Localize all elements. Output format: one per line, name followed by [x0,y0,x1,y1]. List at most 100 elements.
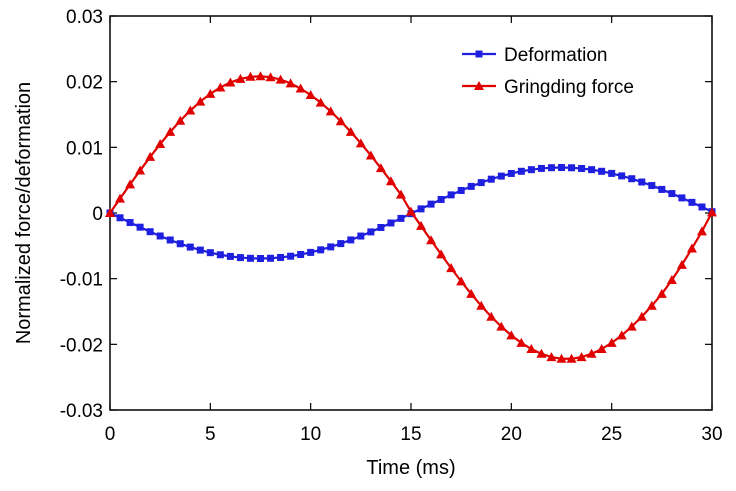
data-point-triangle [215,82,226,92]
data-point-square [307,248,315,256]
data-point-square [236,254,244,262]
data-point-triangle [175,115,186,125]
y-tick-label: -0.02 [60,335,103,356]
data-point-triangle [155,139,166,149]
data-point-triangle [385,176,396,186]
data-point-square [126,219,134,227]
data-point-triangle [255,71,266,81]
data-point-triangle [355,138,366,148]
data-point-square [377,224,385,232]
data-point-triangle [426,235,437,245]
data-point-triangle [707,207,717,217]
data-point-triangle [395,189,406,199]
data-point-triangle [115,193,126,203]
data-point-square [698,203,706,211]
data-point-square [475,50,483,58]
data-point-square [246,254,254,262]
data-point-triangle [416,220,427,230]
y-tick-label: -0.01 [60,270,103,291]
data-point-triangle [335,116,346,126]
data-point-square [347,236,355,244]
data-point-square [257,255,264,263]
data-point-square [317,246,325,254]
y-axis-title: Normalized force/deformation [13,82,35,344]
data-point-square [467,182,475,190]
data-point-triangle [646,300,657,310]
data-point-square [146,228,154,236]
data-point-square [497,172,505,180]
data-point-triangle [295,83,306,93]
data-point-triangle [486,311,497,321]
x-tick-label: 0 [105,424,116,445]
data-point-triangle [205,88,216,98]
legend-item: Gringding force [462,77,634,98]
data-point-square [537,164,545,172]
data-point-square [568,164,576,172]
y-tick-label: 0.02 [66,73,103,94]
data-point-square [648,182,656,190]
data-point-triangle [686,243,697,253]
data-point-square [507,169,515,177]
data-point-square [327,243,335,251]
data-point-triangle [626,321,637,331]
data-point-triangle [676,259,687,269]
x-axis-title: Time (ms) [366,457,455,479]
data-point-triangle [606,337,617,347]
data-point-square [678,194,686,202]
data-point-triangle [536,348,547,358]
x-tick-label: 5 [205,424,216,445]
data-point-triangle [185,105,196,115]
data-point-square [618,172,626,180]
data-point-triangle [315,97,326,107]
data-point-square [277,253,285,261]
legend: Deformation Gringding force [462,45,634,98]
data-point-triangle [265,72,276,82]
data-point-triangle [526,344,537,354]
data-point-triangle [656,288,667,298]
data-point-triangle [516,337,527,347]
data-point-square [216,251,224,259]
data-point-square [206,249,214,257]
data-point-square [196,246,204,254]
data-point-square [578,164,586,172]
data-point-square [628,175,636,183]
data-point-square [116,214,124,222]
data-point-triangle [456,276,467,286]
data-point-square [287,252,295,260]
data-point-square [337,240,345,248]
x-tick-label: 30 [701,424,722,445]
data-point-square [598,167,606,175]
data-point-triangle [466,288,477,298]
data-point-triangle [616,330,627,340]
legend-item: Deformation [462,45,608,66]
series-gringding-force [105,71,717,363]
data-point-triangle [245,71,256,81]
data-point-square [608,169,616,177]
data-point-triangle [496,321,507,331]
x-tick-label: 25 [601,424,622,445]
data-point-triangle [566,353,577,363]
data-point-triangle [406,206,416,216]
data-point-triangle [375,163,386,173]
data-point-triangle [556,353,567,363]
data-point-square [527,166,535,174]
data-point-triangle [125,179,136,189]
data-point-triangle [586,348,597,358]
x-tick-label: 10 [300,424,321,445]
data-point-triangle [365,150,376,160]
legend-label: Gringding force [504,77,634,98]
data-point-square [417,205,425,213]
data-point-square [447,191,455,199]
data-point-triangle [145,151,156,161]
series-layer [105,71,717,363]
data-point-triangle [285,78,296,88]
data-point-triangle [235,73,246,83]
data-point-triangle [436,249,447,259]
data-point-triangle [596,344,607,354]
data-point-triangle [225,77,236,87]
y-tick-label: 0.03 [66,7,103,28]
data-point-square [517,167,525,175]
data-point-triangle [345,126,356,136]
data-point-triangle [325,106,336,116]
